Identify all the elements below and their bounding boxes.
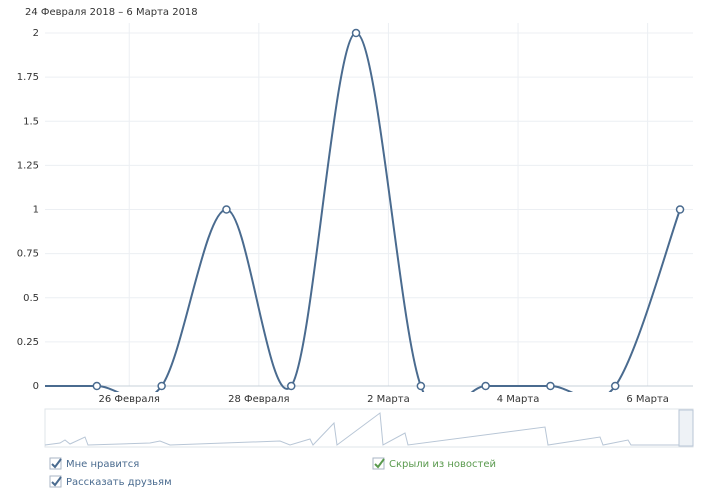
- checkbox-tick[interactable]: [51, 476, 62, 487]
- line: [45, 31, 681, 392]
- x-tick-label: 26 Февраля: [99, 394, 160, 405]
- checkbox[interactable]: Рассказать друзьям: [49, 475, 172, 488]
- point: [222, 205, 231, 214]
- point: [416, 381, 426, 391]
- point: [481, 381, 490, 391]
- chart-title: 24 Февраля 2018 – 6 Марта 2018: [25, 7, 198, 18]
- navigator: [44, 408, 694, 448]
- checkbox-box[interactable]: [372, 457, 385, 470]
- checkbox-label[interactable]: Рассказать друзьям: [66, 477, 172, 488]
- point: [610, 381, 620, 391]
- x-tick-label: 28 Февраля: [228, 394, 289, 405]
- point: [351, 28, 361, 38]
- x-tick-label: 2 Марта: [367, 394, 410, 405]
- y-tick-label: 1.5: [23, 116, 39, 127]
- checkbox-label[interactable]: Скрыли из новостей: [389, 459, 496, 470]
- legend: Мне нравится Скрыли из новостей Рассказать…: [49, 457, 496, 488]
- checkbox-tick[interactable]: [51, 458, 62, 469]
- y-tick-label: 0: [33, 381, 39, 392]
- plot: [45, 28, 685, 392]
- checkbox-tick[interactable]: [374, 458, 385, 469]
- y-tick-label: 2: [33, 28, 39, 39]
- y-tick-label: 0.5: [23, 293, 39, 304]
- checkbox[interactable]: Мне нравится: [49, 457, 139, 470]
- y-tick-label: 0.25: [17, 337, 39, 348]
- checkbox-box[interactable]: [49, 457, 62, 470]
- point: [546, 381, 555, 391]
- point: [286, 381, 296, 391]
- x-tick-label: 6 Марта: [626, 394, 669, 405]
- y-tick-label: 1.75: [17, 72, 39, 83]
- y-tick-label: 1.25: [17, 160, 39, 171]
- y-tick-label: 0.75: [17, 249, 39, 260]
- checkbox-label[interactable]: Мне нравится: [66, 459, 139, 470]
- x-tick-label: 4 Марта: [497, 394, 540, 405]
- checkbox-box[interactable]: [49, 475, 62, 488]
- checkbox[interactable]: Скрыли из новостей: [372, 457, 496, 470]
- point: [92, 381, 102, 391]
- grid: [45, 23, 693, 387]
- y-tick-label: 1: [33, 205, 39, 216]
- point: [675, 205, 685, 214]
- point: [157, 381, 166, 391]
